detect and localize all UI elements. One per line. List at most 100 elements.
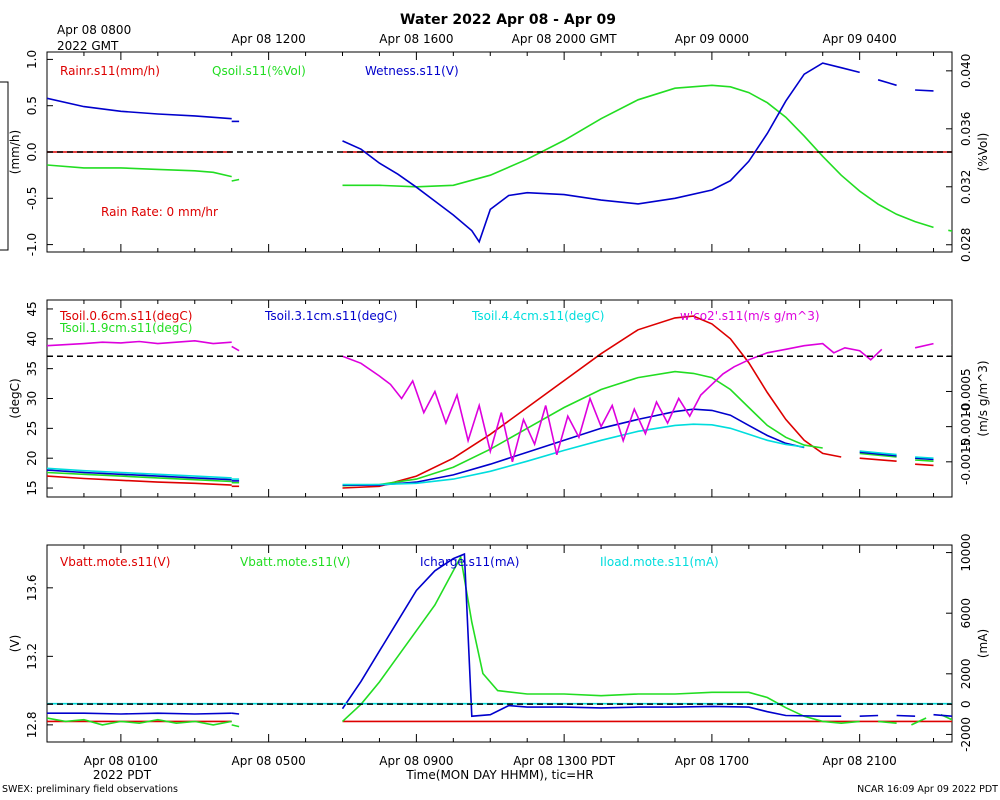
right-axis-label: (%Vol) (976, 133, 990, 172)
right-tick-label: 0.028 (959, 228, 973, 262)
series-line-temperature-1 (47, 471, 232, 483)
series-line-power-1 (231, 724, 240, 728)
legend-entry: Tsoil.0.6cm.s11(degC) (59, 309, 193, 323)
top-axis-sub-label: 2022 GMT (57, 39, 119, 53)
left-tick-label: 15 (25, 480, 39, 495)
rain-rate-annotation: Rain Rate: 0 mm/hr (101, 205, 218, 219)
left-tick-label: 12.8 (25, 712, 39, 739)
right-tick-label: 6000 (959, 598, 973, 629)
right-tick-label: -0.0005 (959, 368, 973, 414)
series-line-temperature-2 (989, 464, 1000, 465)
series-line-water-2 (47, 97, 232, 120)
series-line-temperature-1 (989, 465, 1000, 466)
series-line-temperature-2 (859, 451, 897, 457)
legend-entry: Qsoil.s11(%Vol) (212, 64, 306, 78)
panel-frame-power (46, 544, 953, 743)
legend-entry: Iload.mote.s11(mA) (600, 555, 719, 569)
side-frame-box (0, 81, 9, 251)
series-line-power-2 (231, 712, 240, 715)
series-line-temperature-0 (342, 315, 842, 489)
bottom-tick-label: Apr 08 0500 (232, 754, 306, 768)
x-axis-label: Time(MON DAY HHMM), tic=HR (405, 768, 593, 782)
bottom-axis-sub-label: 2022 PDT (93, 768, 152, 782)
bottom-tick-label: Apr 08 0900 (379, 754, 453, 768)
series-line-water-2 (989, 96, 1000, 99)
series-line-water-1 (342, 84, 934, 229)
bottom-tick-label: Apr 08 2100 (823, 754, 897, 768)
chart-title: Water 2022 Apr 08 - Apr 09 (400, 12, 616, 28)
series-line-water-2 (915, 89, 934, 92)
series-line-power-2 (971, 716, 1000, 717)
series-line-water-2 (877, 79, 897, 87)
series-line-temperature-3 (989, 462, 1000, 463)
series-line-temperature-4 (989, 337, 1000, 339)
right-tick-label: 10000 (959, 533, 973, 571)
left-tick-label: 0.5 (25, 96, 39, 115)
series-line-temperature-1 (915, 459, 934, 462)
left-tick-label: -1.0 (25, 233, 39, 256)
series-line-temperature-0 (915, 463, 934, 467)
top-tick-label: Apr 08 2000 GMT (512, 32, 618, 46)
legend-entry: w'co2'.s11(m/s g/m^3) (680, 309, 820, 323)
series-line-power-2 (341, 552, 842, 718)
left-tick-label: 13.2 (25, 643, 39, 670)
legend-entry: Wetness.s11(V) (365, 64, 459, 78)
series-line-water-1 (231, 178, 240, 182)
right-axis-label: (m/s g/m^3) (976, 360, 990, 436)
top-tick-label: Apr 08 1200 (232, 32, 306, 46)
right-tick-label: -2000 (959, 717, 973, 752)
right-tick-label: 0.040 (959, 54, 973, 88)
top-tick-label: Apr 08 0800 (57, 23, 131, 37)
series-line-temperature-1 (859, 452, 897, 458)
series-line-temperature-3 (342, 423, 805, 486)
series-line-power-2 (896, 714, 916, 717)
footer-right: NCAR 16:09 Apr 09 2022 PDT (857, 784, 998, 795)
legend-entry: Tsoil.3.1cm.s11(degC) (264, 309, 398, 323)
left-tick-label: 25 (25, 421, 39, 436)
legend-entry: Tsoil.4.4cm.s11(degC) (471, 309, 605, 323)
series-line-power-2 (47, 712, 232, 715)
legend-entry: Icharge.s11(mA) (420, 555, 519, 569)
series-line-temperature-1 (342, 370, 823, 487)
series-line-power-1 (878, 720, 897, 724)
bottom-tick-label: Apr 08 1700 (675, 754, 749, 768)
top-tick-label: Apr 09 0000 (675, 32, 749, 46)
bottom-tick-label: Apr 08 1300 PDT (513, 754, 615, 768)
series-line-temperature-3 (47, 467, 232, 479)
right-axis-label: (mA) (976, 629, 990, 658)
series-line-water-2 (951, 91, 952, 93)
series-line-water-2 (342, 62, 860, 244)
series-line-power-1 (341, 554, 860, 725)
left-tick-label: 20 (25, 451, 39, 466)
left-axis-label: (degC) (8, 378, 22, 418)
series-line-temperature-4 (914, 342, 934, 349)
footer-left: SWEX: preliminary field observations (2, 784, 178, 795)
right-tick-label: -0.0010 (959, 403, 973, 449)
legend-entry: Tsoil.1.9cm.s11(degC) (59, 321, 193, 335)
left-axis-label: (mm/h) (8, 130, 22, 174)
left-tick-label: 1.0 (25, 50, 39, 69)
right-tick-label: 0.032 (959, 170, 973, 204)
series-line-power-2 (933, 713, 952, 717)
series-line-temperature-0 (47, 475, 232, 486)
legend-entry: Rainr.s11(mm/h) (60, 64, 160, 78)
series-line-temperature-3 (859, 450, 897, 456)
left-tick-label: 40 (25, 331, 39, 346)
series-line-temperature-4 (47, 339, 232, 347)
series-line-water-1 (982, 236, 997, 239)
series-line-temperature-0 (989, 469, 1000, 470)
series-line-power-1 (47, 717, 232, 726)
series-line-water-1 (948, 229, 952, 232)
left-tick-label: 35 (25, 361, 39, 376)
right-tick-label: 0.036 (959, 112, 973, 146)
series-line-power-2 (859, 714, 879, 717)
series-line-temperature-4 (231, 345, 240, 352)
series-line-power-1 (911, 717, 927, 726)
left-tick-label: 0.0 (25, 142, 39, 161)
series-line-temperature-3 (915, 456, 934, 459)
top-tick-label: Apr 08 1600 (379, 32, 453, 46)
legend-entry: Vbatt.mote.s11(V) (60, 555, 170, 569)
left-tick-label: 45 (25, 301, 39, 316)
left-axis-label: (V) (8, 635, 22, 653)
